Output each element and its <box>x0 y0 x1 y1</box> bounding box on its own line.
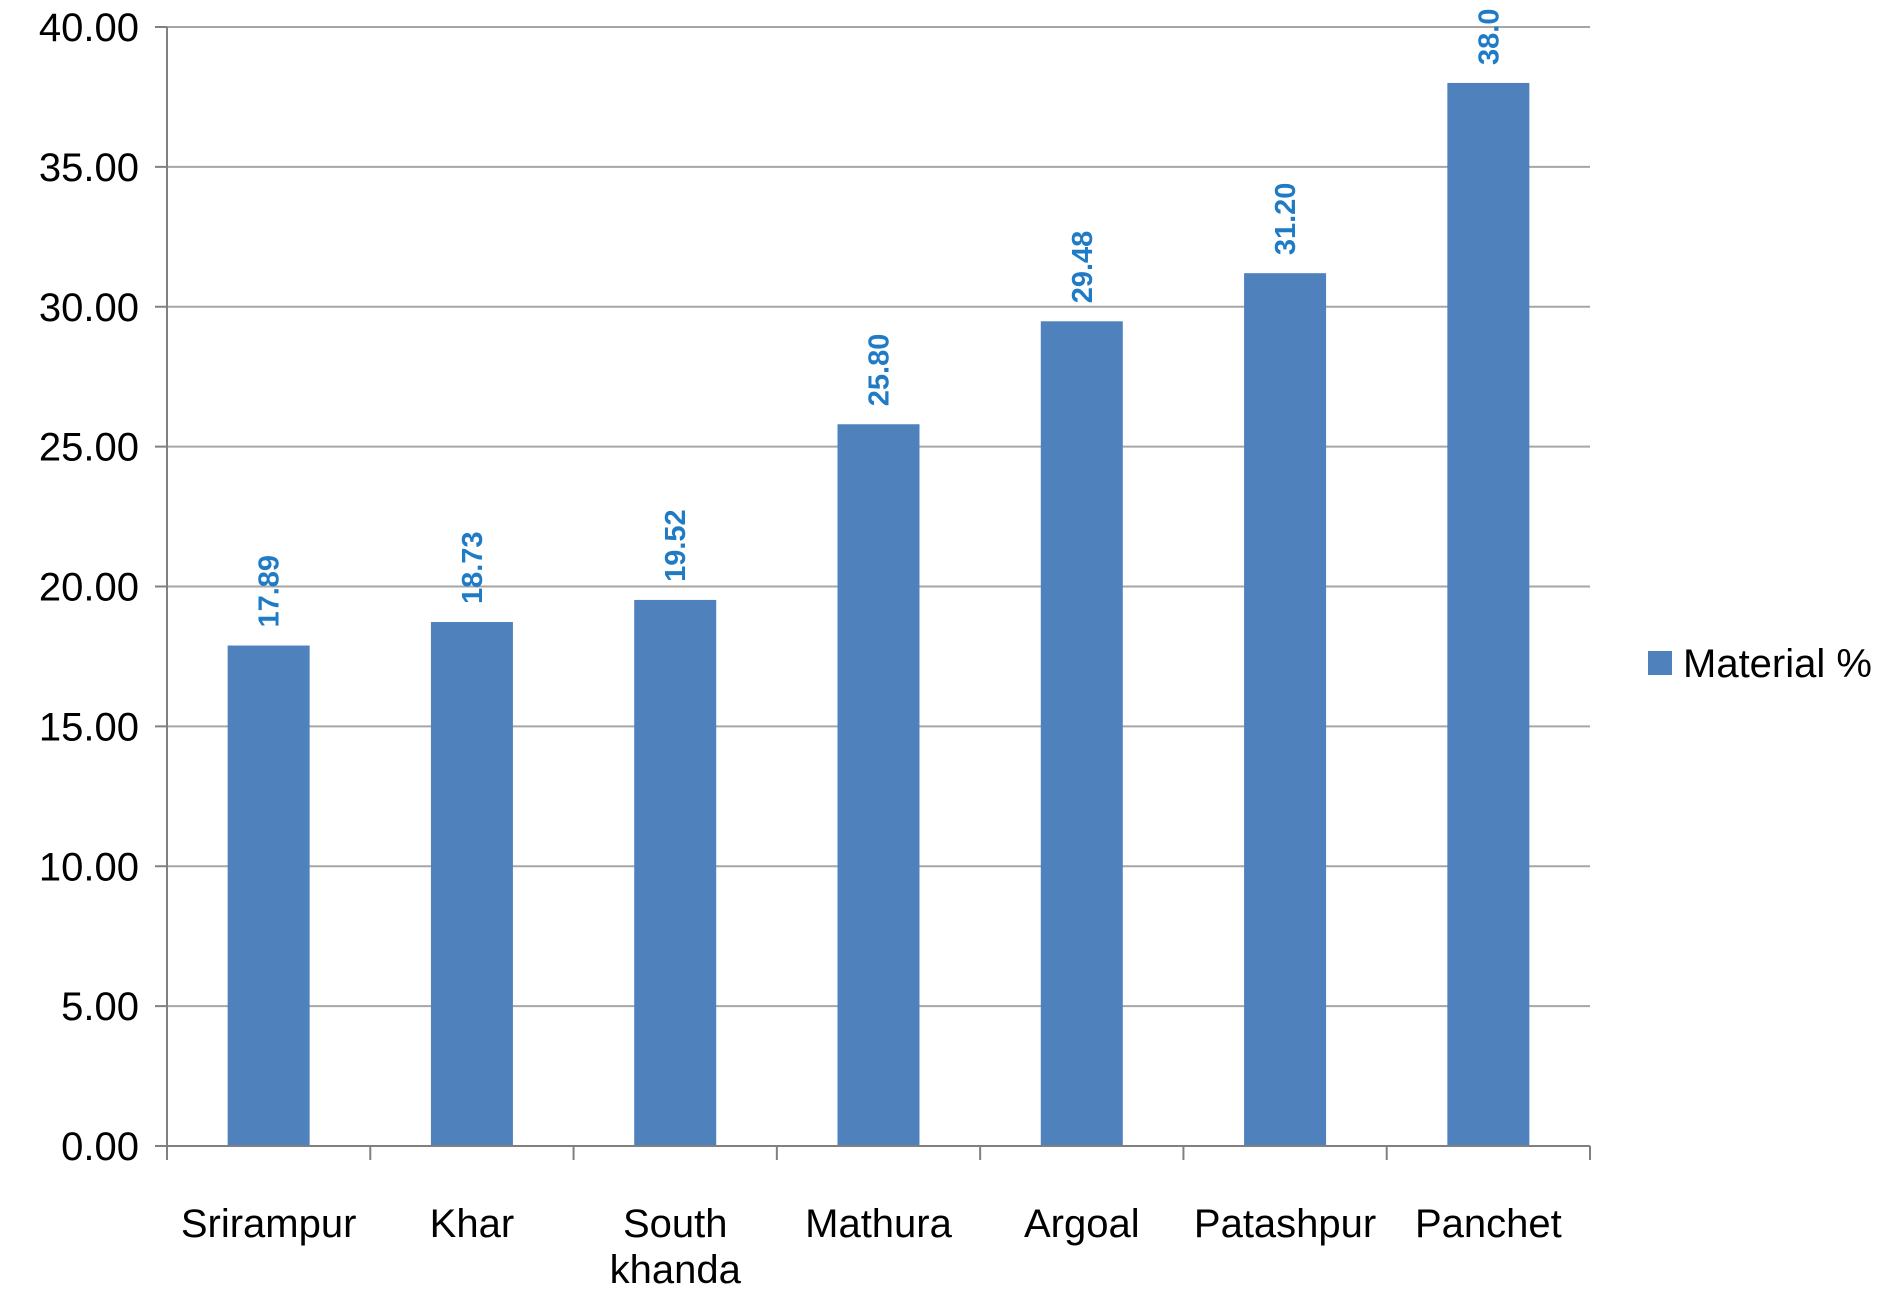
x-category-label: Srirampur <box>181 1202 357 1246</box>
x-category-label: Panchet <box>1415 1202 1562 1246</box>
y-tick-label: 25.00 <box>39 426 139 470</box>
y-tick-label: 5.00 <box>61 985 139 1029</box>
legend: Material % <box>1648 642 1872 686</box>
x-category-label: Argoal <box>1024 1202 1140 1246</box>
x-category-label: Khar <box>430 1202 515 1246</box>
data-label: 18.73 <box>457 531 489 604</box>
legend-label: Material % <box>1683 642 1872 686</box>
bars <box>227 82 1530 1147</box>
y-tick-label: 40.00 <box>39 6 139 50</box>
bar <box>227 645 310 1146</box>
data-label: 19.52 <box>660 509 692 582</box>
y-axis-tick-labels: 0.00 5.00 10.00 15.00 20.00 25.00 30.00 35.00 40… <box>39 6 139 1169</box>
data-label: 25.80 <box>864 334 896 407</box>
y-tick-label: 30.00 <box>39 286 139 330</box>
legend-swatch <box>1648 651 1672 675</box>
bar <box>837 424 920 1146</box>
x-axis-category-labels: Srirampur Khar South khanda Mathura Argoal Pat… <box>181 1202 1562 1292</box>
y-tick-label: 35.00 <box>39 146 139 190</box>
y-tick-label: 15.00 <box>39 705 139 749</box>
data-labels: 17.89 18.73 19.52 25.80 29.48 31.20 38.0 <box>254 8 1506 627</box>
data-label: 29.48 <box>1067 231 1099 304</box>
bar <box>1244 273 1327 1146</box>
bar <box>430 622 513 1146</box>
y-tick-label: 0.00 <box>61 1125 139 1169</box>
data-label: 31.20 <box>1270 183 1302 256</box>
y-tick-label: 10.00 <box>39 845 139 889</box>
x-category-label: Patashpur <box>1194 1202 1376 1246</box>
data-label: 38.0 <box>1473 8 1505 64</box>
x-category-label: Mathura <box>805 1202 952 1246</box>
bar <box>1447 82 1530 1147</box>
y-tick-label: 20.00 <box>39 566 139 610</box>
data-label: 17.89 <box>254 555 286 628</box>
x-category-label: South khanda <box>610 1202 742 1292</box>
bar <box>634 599 717 1146</box>
bar <box>1040 321 1123 1146</box>
axes <box>166 27 1591 1160</box>
